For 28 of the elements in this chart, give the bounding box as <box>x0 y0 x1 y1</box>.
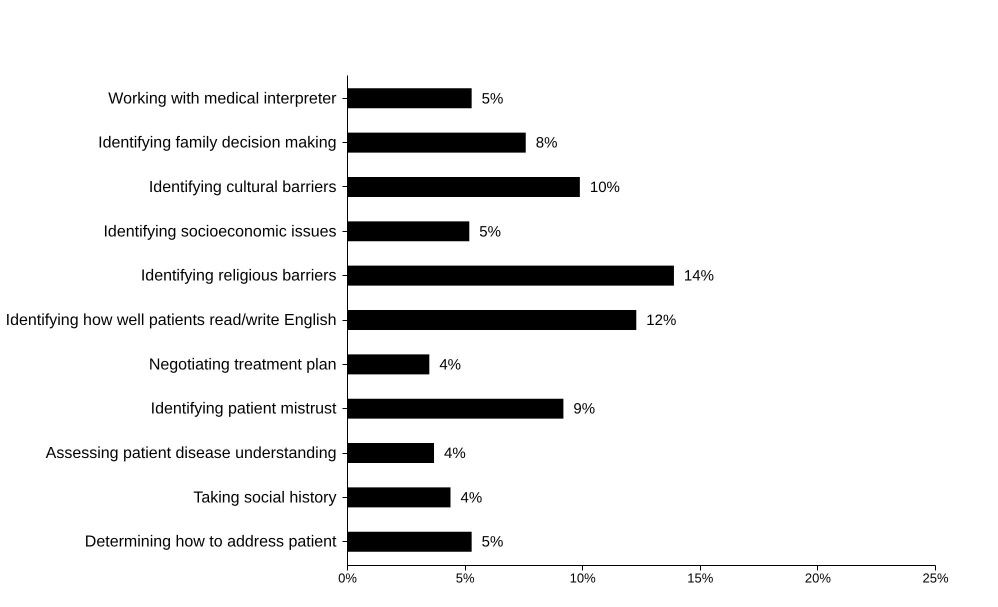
y-tick-label: Negotiating treatment plan <box>148 356 336 374</box>
x-tick-label: 10% <box>570 570 596 586</box>
data-label: 4% <box>439 356 462 374</box>
data-label: 14% <box>684 268 714 285</box>
data-label: 5% <box>479 223 501 240</box>
y-tick-label: Assessing patient disease understanding <box>46 445 336 462</box>
y-tick-label: Determining how to address patient <box>84 534 338 551</box>
data-label: 4% <box>444 445 466 462</box>
y-tick-label: Identifying patient mistrust <box>150 400 338 418</box>
y-tick-label: Identifying socioeconomic issues <box>103 223 336 240</box>
data-label: 5% <box>482 534 504 551</box>
x-tick-label: 20% <box>804 570 832 586</box>
y-tick-label: Identifying family decision making <box>98 134 336 152</box>
x-tick-label: 15% <box>687 570 714 586</box>
data-label: 10% <box>590 178 620 196</box>
data-label: 9% <box>573 400 596 418</box>
y-tick-label: Identifying religious barriers <box>140 268 336 285</box>
x-tick-label: 5% <box>456 570 475 586</box>
y-tick-label: Identifying how well patients read/write English <box>6 312 336 329</box>
data-label: 5% <box>482 90 504 108</box>
y-tick-label: Taking social history <box>193 489 336 506</box>
y-tick-label: Identifying cultural barriers <box>148 178 336 196</box>
data-label: 4% <box>460 489 482 506</box>
data-label: 12% <box>646 312 676 329</box>
x-tick-label: 25% <box>922 570 949 586</box>
y-tick-label: Working with medical interpreter <box>108 90 338 108</box>
data-label: 8% <box>536 134 558 152</box>
x-tick-label: 0% <box>338 570 358 586</box>
